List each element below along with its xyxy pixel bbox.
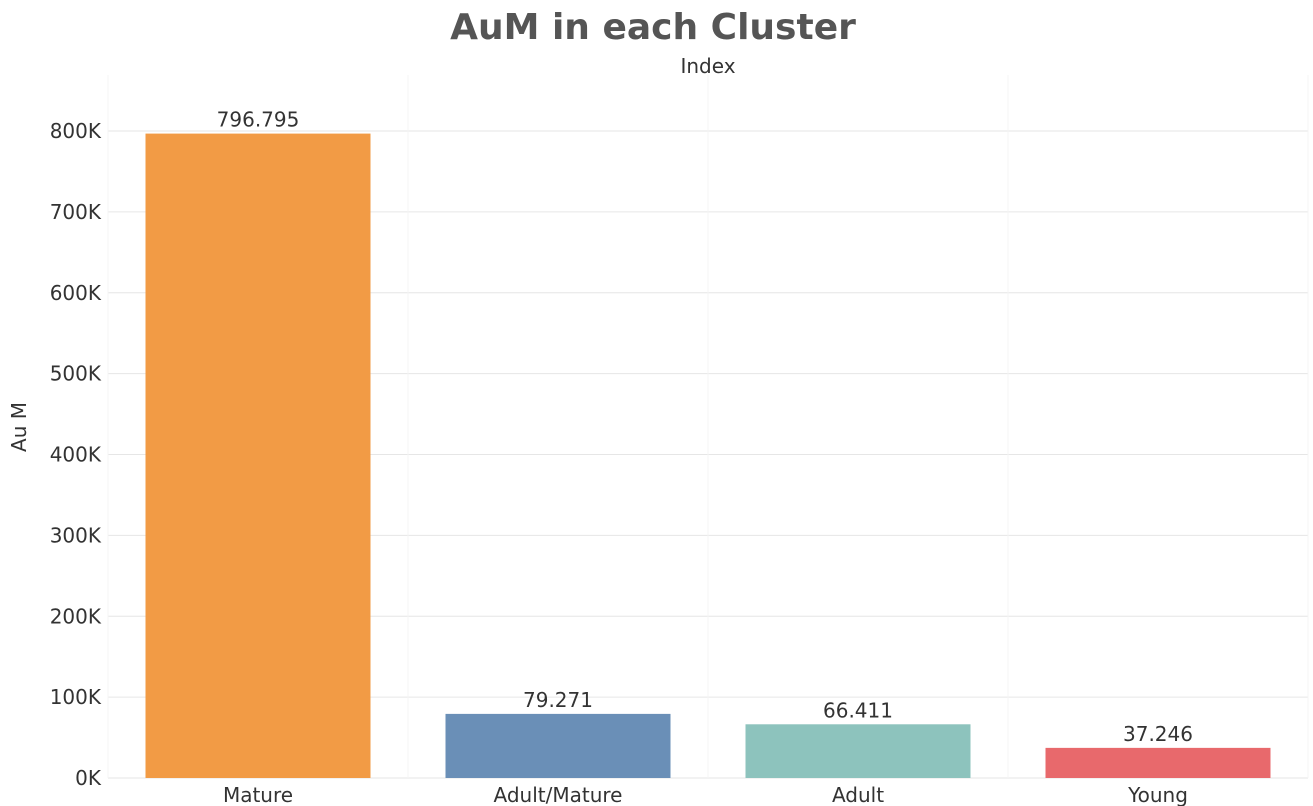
y-tick-label: 700K [50, 200, 102, 224]
x-tick-label: Adult [832, 783, 884, 806]
bar-adult [745, 724, 971, 778]
x-tick-label: Mature [223, 783, 293, 806]
y-tick-label: 500K [50, 362, 102, 386]
bar-adult-mature [445, 713, 671, 778]
bars [145, 133, 1271, 778]
y-tick-label: 100K [50, 685, 102, 709]
y-tick-label: 800K [50, 119, 102, 143]
bar-young [1045, 747, 1271, 778]
y-tick-label: 600K [50, 281, 102, 305]
bar-mature [145, 133, 371, 778]
y-tick-label: 0K [75, 766, 102, 790]
chart-subtitle: Index [680, 54, 735, 78]
data-label: 37.246 [1123, 722, 1193, 746]
y-tick-label: 200K [50, 604, 102, 628]
chart-title: AuM in each Cluster [450, 7, 856, 48]
data-label: 79.271 [523, 688, 593, 712]
x-tick-label: Young [1127, 783, 1188, 806]
y-tick-label: 400K [50, 443, 102, 467]
y-axis-ticks: 0K 100K 200K 300K 400K 500K 600K 700K 800K [50, 119, 102, 790]
data-label: 66.411 [823, 698, 893, 722]
y-tick-label: 300K [50, 523, 102, 547]
data-labels: 796.795 79.271 66.411 37.246 [217, 108, 1193, 746]
x-axis-ticks: Mature Adult/Mature Adult Young [223, 783, 1188, 806]
x-tick-label: Adult/Mature [494, 783, 623, 806]
y-axis-label: Au M [7, 402, 31, 452]
data-label: 796.795 [217, 108, 300, 132]
